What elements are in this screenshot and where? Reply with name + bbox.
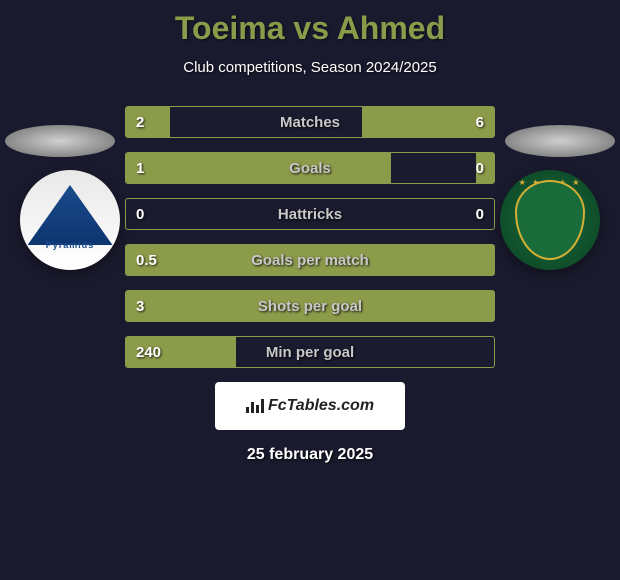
stat-value-right: 0 [476,206,484,223]
stat-label: Shots per goal [126,298,494,315]
stats-table: 2 Matches 6 1 Goals 0 0 Hattricks 0 0.5 … [125,106,495,368]
shadow-oval-left [5,125,115,157]
stat-value-right: 6 [476,114,484,131]
page-subtitle: Club competitions, Season 2024/2025 [0,59,620,76]
pyramids-label: Pyramids [46,240,95,250]
stat-value-left: 2 [136,114,144,131]
stat-row-goals: 1 Goals 0 [125,152,495,184]
stat-label: Goals per match [126,252,494,269]
stat-label: Goals [126,160,494,177]
stat-value-right: 0 [476,160,484,177]
pyramids-logo-icon: Pyramids [20,170,120,270]
stat-row-matches: 2 Matches 6 [125,106,495,138]
stat-row-gpm: 0.5 Goals per match [125,244,495,276]
club-logo-right: ★ ★ ★ ★ ★ [500,170,600,270]
page-title: Toeima vs Ahmed [0,10,620,47]
bars-icon [246,399,264,413]
shadow-oval-right [505,125,615,157]
stat-value-left: 3 [136,298,144,315]
stat-value-left: 240 [136,344,161,361]
stat-row-spg: 3 Shots per goal [125,290,495,322]
stat-value-left: 0.5 [136,252,157,269]
stat-value-left: 1 [136,160,144,177]
comparison-widget: Toeima vs Ahmed Club competitions, Seaso… [0,0,620,580]
brand-label: FcTables.com [268,397,374,415]
stat-row-mpg: 240 Min per goal [125,336,495,368]
alittihad-logo-icon: ★ ★ ★ ★ ★ [500,170,600,270]
date-label: 25 february 2025 [0,446,620,464]
stat-value-left: 0 [136,206,144,223]
stat-label: Matches [126,114,494,131]
stat-row-hattricks: 0 Hattricks 0 [125,198,495,230]
stat-label: Hattricks [126,206,494,223]
stat-label: Min per goal [126,344,494,361]
brand-badge[interactable]: FcTables.com [215,382,405,430]
club-logo-left: Pyramids [20,170,120,270]
